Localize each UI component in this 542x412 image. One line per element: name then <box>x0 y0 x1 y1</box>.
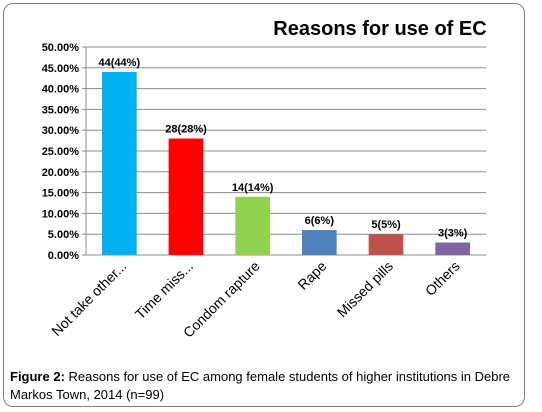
caption-prefix: Figure 2: <box>10 369 65 384</box>
data-label: 5(5%) <box>371 219 401 231</box>
gridlines <box>82 46 486 256</box>
bar <box>302 230 337 255</box>
y-tick-label: 50.00% <box>42 42 80 54</box>
bar <box>368 234 404 255</box>
y-tick-label: 40.00% <box>42 84 80 96</box>
y-tick-label: 45.00% <box>42 63 80 75</box>
x-tick-label: Rape <box>294 258 329 293</box>
y-tick-label: 35.00% <box>42 104 80 116</box>
x-tick-label: Others <box>422 258 463 299</box>
bar <box>235 196 270 255</box>
figure-caption: Figure 2: Reasons for use of EC among fe… <box>10 368 515 404</box>
y-tick-label: 30.00% <box>42 125 80 137</box>
data-label: 6(6%) <box>305 215 335 227</box>
y-tick-label: 10.00% <box>42 208 80 220</box>
y-tick-label: 25.00% <box>42 146 80 158</box>
y-tick-label: 15.00% <box>42 188 80 200</box>
x-tick-label: Time miss... <box>132 258 196 322</box>
data-labels: 44(44%) 28(28%) 14(14%) 6(6%) 5(5%) 3(3%) <box>99 57 468 240</box>
y-axis-ticks: 0.00% 5.00% 10.00% 15.00% 20.00% 25.00% 30.00%… <box>42 42 80 262</box>
bar <box>102 71 137 256</box>
y-tick-label: 0.00% <box>48 250 79 262</box>
y-tick-label: 5.00% <box>48 229 79 241</box>
data-label: 44(44%) <box>99 57 141 69</box>
y-tick-label: 20.00% <box>42 167 80 179</box>
caption-text: Reasons for use of EC among female stude… <box>10 369 511 402</box>
data-label: 14(14%) <box>232 182 274 194</box>
data-label: 28(28%) <box>165 124 207 136</box>
chart-title: Reasons for use of EC <box>273 18 486 40</box>
bar <box>168 138 204 255</box>
x-axis-ticks: Not take other... Time miss...Condom rapt… <box>48 258 463 341</box>
data-label: 3(3%) <box>438 228 468 240</box>
bar <box>435 242 470 255</box>
x-tick-label: Not take other... <box>48 258 129 339</box>
bars <box>102 71 470 256</box>
x-tick-label: Missed pills <box>334 258 396 320</box>
